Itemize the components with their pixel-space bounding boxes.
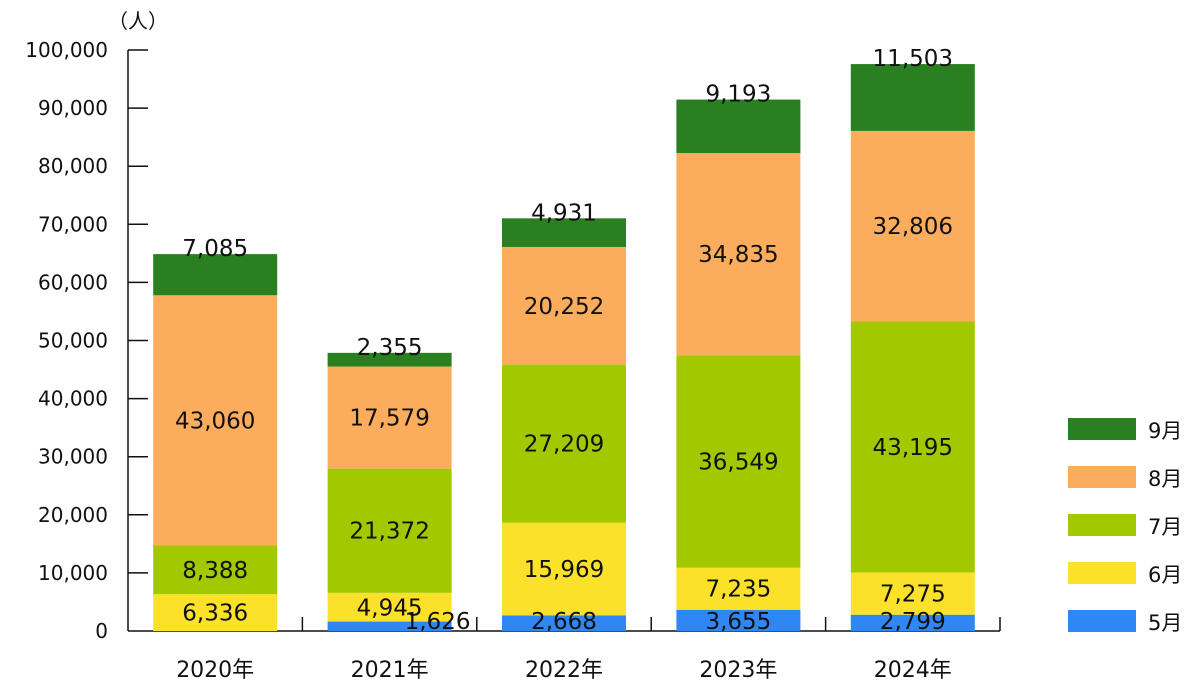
bar-segment [676,99,801,153]
bar-segment [850,614,975,631]
bar-segment [676,152,801,356]
data-label: 7,235 [705,577,771,603]
y-tick-label: 100,000 [25,38,108,62]
x-category-label: 2022年 [525,658,603,683]
bar-segment [850,64,975,131]
bar-segment [676,355,801,568]
y-tick-label: 80,000 [38,154,108,178]
y-tick-label: 60,000 [38,270,108,294]
data-label: 17,579 [349,406,429,432]
bar-segment [327,468,452,593]
y-tick-label: 50,000 [38,329,108,353]
y-axis: 0 10,000 20,000 30,000 40,000 50,000 60,000 70,… [25,38,148,643]
y-axis-unit-label: （人） [108,9,168,33]
data-label: 3,655 [705,609,771,635]
data-label: 36,549 [698,450,778,476]
data-label: 4,945 [357,596,423,622]
y-tick-label: 90,000 [38,96,108,120]
legend-swatch [1068,418,1136,440]
x-category-label: 2020年 [176,658,254,683]
data-label: 2,668 [531,609,597,635]
bars [153,64,975,631]
bar-segment [502,364,626,523]
x-category-label: 2024年 [874,658,952,683]
data-label: 7,085 [182,236,248,262]
y-tick-label: 40,000 [38,387,108,411]
bar-segment [676,609,801,631]
bar-segment [850,130,975,322]
bar-segment [502,522,626,616]
legend-swatch [1068,562,1136,584]
x-category-label: 2023年 [699,658,777,683]
bar-segment [502,615,626,631]
data-label: 4,931 [531,200,597,226]
bar-segment [153,254,278,296]
data-label: 43,195 [873,435,953,461]
legend-label: 5月 [1148,611,1182,635]
y-tick-label: 20,000 [38,503,108,527]
y-tick-label: 10,000 [38,561,108,585]
bar-segment [327,352,452,367]
y-tick-label: 70,000 [38,212,108,236]
data-label: 6,336 [182,601,248,627]
bar-segment [502,218,626,247]
legend: 9月 8月 7月 6月 5月 [1068,418,1182,635]
bar-segment [676,567,801,610]
data-label: 9,193 [705,82,771,108]
data-label: 7,275 [880,582,946,608]
bar-segment [327,592,452,622]
legend-swatch [1068,514,1136,536]
bar-segment [850,321,975,573]
legend-swatch [1068,610,1136,632]
data-label: 2,355 [357,335,423,361]
legend-label: 8月 [1148,467,1182,491]
data-label: 20,252 [524,294,604,320]
legend-label: 9月 [1148,419,1182,443]
legend-label: 6月 [1148,563,1182,587]
data-label: 21,372 [349,519,429,545]
bar-segment [327,366,452,469]
legend-swatch [1068,466,1136,488]
y-tick-label: 0 [95,619,108,643]
bar-segment [327,621,452,631]
bar-segment [153,594,278,631]
bar-segment [502,246,626,365]
bar-segment [153,295,278,546]
data-label: 34,835 [698,242,778,268]
data-label: 2,799 [880,609,946,635]
data-label: 8,388 [182,558,248,584]
bar-segment [153,545,278,595]
data-label: 1,626 [405,609,471,635]
data-label: 32,806 [873,214,953,240]
y-tick-label: 30,000 [38,445,108,469]
data-label: 27,209 [524,432,604,458]
legend-label: 7月 [1148,515,1182,539]
data-label: 11,503 [873,46,953,72]
data-label: 43,060 [175,408,255,434]
x-category-label: 2021年 [351,658,429,683]
bar-segment [850,572,975,615]
data-label: 15,969 [524,557,604,583]
